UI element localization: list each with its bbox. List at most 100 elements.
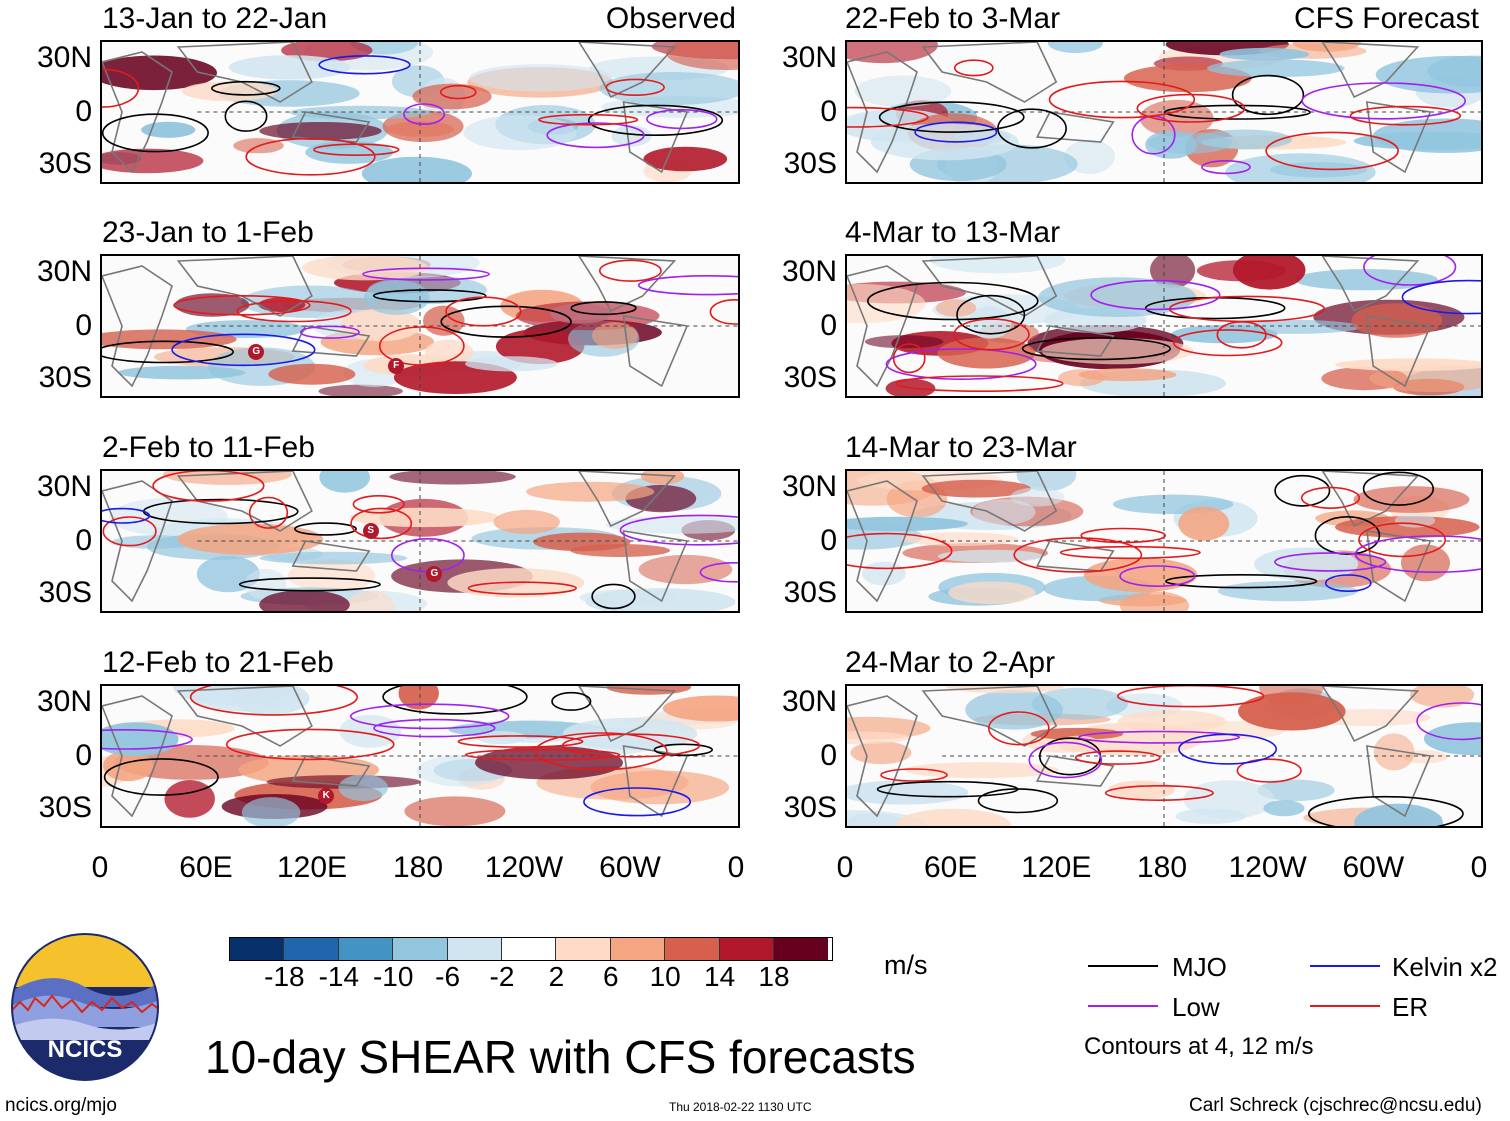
colorbar-tick-label: -10 — [372, 961, 414, 992]
shear-map — [102, 471, 738, 611]
panel-title: 12-Feb to 21-Feb — [102, 646, 334, 679]
column-tag: Observed — [605, 2, 736, 35]
colorbar — [230, 938, 829, 960]
lat-label: 30N — [781, 41, 837, 74]
colorbar-swatch — [393, 938, 448, 960]
shear-map — [847, 256, 1481, 396]
lat-label: 30S — [783, 791, 837, 824]
lat-label: 30N — [781, 685, 837, 718]
panel-title: 14-Mar to 23-Mar — [845, 431, 1077, 464]
map-panel — [100, 40, 740, 184]
colorbar-swatch — [284, 938, 339, 960]
storm-marker: G — [426, 566, 443, 583]
lat-label: 30N — [36, 41, 92, 74]
storm-marker: G — [248, 344, 265, 361]
colorbar-tick-label: -18 — [264, 961, 305, 992]
colorbar-swatch — [230, 938, 285, 960]
legend-line-kelvin — [1310, 965, 1380, 967]
lat-label: 30S — [783, 576, 837, 609]
main-title: 10-day SHEAR with CFS forecasts — [205, 1031, 916, 1083]
lat-label: 0 — [820, 739, 837, 772]
lat-label: 0 — [820, 95, 837, 128]
lat-label: 0 — [75, 95, 92, 128]
lat-label: 0 — [75, 739, 92, 772]
lat-label: 30N — [781, 255, 837, 288]
panel-title: 13-Jan to 22-Jan — [102, 2, 328, 35]
shear-map — [102, 42, 738, 182]
colorbar-swatch — [338, 938, 394, 960]
lon-label: 0 — [727, 851, 745, 884]
storm-marker: K — [318, 788, 335, 805]
colorbar-tick-label: -2 — [489, 961, 515, 992]
legend-label-low: Low — [1172, 992, 1220, 1022]
panel-title: 22-Feb to 3-Mar — [845, 2, 1061, 35]
lat-label: 0 — [820, 309, 837, 342]
lon-label: 120E — [1021, 851, 1092, 884]
panel-title: 2-Feb to 11-Feb — [102, 431, 315, 464]
colorbar-tick-label: 14 — [704, 961, 736, 992]
colorbar-frame — [229, 937, 833, 961]
lon-label: 0 — [1470, 851, 1488, 884]
colorbar-tick-label: -6 — [435, 961, 461, 992]
lon-label: 60W — [1342, 851, 1405, 884]
colorbar-swatch — [719, 938, 774, 960]
lat-label: 30N — [36, 470, 92, 503]
footer-credit: Carl Schreck (cjschrec@ncsu.edu) — [1189, 1095, 1482, 1116]
column-tag: CFS Forecast — [1293, 2, 1479, 35]
colorbar-units: m/s — [884, 950, 928, 980]
lat-label: 30N — [781, 470, 837, 503]
lon-label: 60W — [599, 851, 661, 884]
legend-label-mjo: MJO — [1172, 952, 1227, 982]
map-panel — [845, 40, 1483, 184]
legend-line-low — [1088, 1005, 1158, 1007]
lon-label: 60E — [923, 851, 978, 884]
colorbar-tick-label: 6 — [603, 961, 619, 992]
colorbar-tick-label: 2 — [548, 961, 565, 992]
lon-label: 0 — [836, 851, 854, 884]
lat-label: 30S — [38, 791, 92, 824]
colorbar-swatch — [610, 938, 666, 960]
map-panel — [845, 469, 1483, 613]
panel-title: 4-Mar to 13-Mar — [845, 216, 1061, 249]
panel-title: 24-Mar to 2-Apr — [845, 646, 1056, 679]
colorbar-swatch — [556, 938, 611, 960]
legend-line-er — [1310, 1005, 1380, 1007]
lat-label: 30S — [38, 147, 92, 180]
legend-label-er: ER — [1392, 992, 1429, 1022]
colorbar-swatch — [447, 938, 502, 960]
lat-label: 0 — [75, 309, 92, 342]
lon-label: 60E — [179, 851, 233, 884]
lon-label: 180 — [1136, 851, 1188, 884]
lat-label: 30S — [783, 147, 837, 180]
legend-line-mjo — [1088, 965, 1158, 967]
colorbar-tick-label: 10 — [649, 961, 681, 992]
colorbar-swatch — [773, 938, 829, 960]
lon-label: 180 — [392, 851, 444, 884]
shear-map — [847, 42, 1481, 182]
footer-url[interactable]: ncics.org/mjo — [5, 1095, 117, 1116]
map-panel — [845, 684, 1483, 828]
panel-title: 23-Jan to 1-Feb — [102, 216, 314, 249]
lat-label: 30S — [38, 361, 92, 394]
lat-label: 0 — [75, 524, 92, 557]
shear-map — [102, 686, 738, 826]
colorbar-tick-label: 18 — [758, 961, 790, 992]
colorbar-swatch — [665, 938, 720, 960]
storm-marker: F — [388, 358, 405, 375]
lat-label: 30N — [36, 255, 92, 288]
storm-marker: S — [362, 522, 379, 539]
lat-label: 30N — [36, 685, 92, 718]
lon-label: 120W — [1228, 851, 1307, 884]
lat-label: 30S — [783, 361, 837, 394]
lat-label: 0 — [820, 524, 837, 557]
lon-label: 120E — [276, 851, 348, 884]
colorbar-tick-label: -14 — [318, 961, 360, 992]
shear-map — [847, 471, 1481, 611]
map-panel — [845, 254, 1483, 398]
logo-text: NCICS — [48, 1036, 123, 1063]
footer-timestamp: Thu 2018-02-22 1130 UTC — [669, 1100, 812, 1114]
legend-note: Contours at 4, 12 m/s — [1084, 1033, 1314, 1060]
lon-label: 0 — [91, 851, 109, 884]
